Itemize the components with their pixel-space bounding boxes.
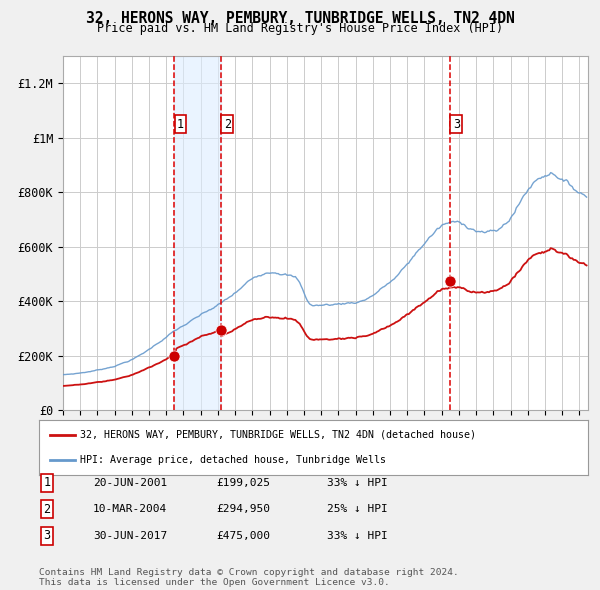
Text: 25% ↓ HPI: 25% ↓ HPI	[327, 504, 388, 514]
Text: 32, HERONS WAY, PEMBURY, TUNBRIDGE WELLS, TN2 4DN: 32, HERONS WAY, PEMBURY, TUNBRIDGE WELLS…	[86, 11, 514, 25]
Text: 2: 2	[43, 503, 50, 516]
Text: £199,025: £199,025	[216, 478, 270, 487]
Bar	[175, 56, 221, 410]
Text: £475,000: £475,000	[216, 531, 270, 540]
Text: 32, HERONS WAY, PEMBURY, TUNBRIDGE WELLS, TN2 4DN (detached house): 32, HERONS WAY, PEMBURY, TUNBRIDGE WELLS…	[80, 430, 476, 440]
Text: 3: 3	[43, 529, 50, 542]
Text: HPI: Average price, detached house, Tunbridge Wells: HPI: Average price, detached house, Tunb…	[80, 455, 386, 465]
Text: 10-MAR-2004: 10-MAR-2004	[93, 504, 167, 514]
Text: 33% ↓ HPI: 33% ↓ HPI	[327, 531, 388, 540]
Text: Contains HM Land Registry data © Crown copyright and database right 2024.
This d: Contains HM Land Registry data © Crown c…	[39, 568, 459, 587]
Text: 3: 3	[453, 117, 460, 130]
Text: £294,950: £294,950	[216, 504, 270, 514]
Text: 20-JUN-2001: 20-JUN-2001	[93, 478, 167, 487]
Text: 1: 1	[43, 476, 50, 489]
Text: 33% ↓ HPI: 33% ↓ HPI	[327, 478, 388, 487]
Text: 2: 2	[224, 117, 231, 130]
Text: 30-JUN-2017: 30-JUN-2017	[93, 531, 167, 540]
Text: 1: 1	[177, 117, 184, 130]
Text: Price paid vs. HM Land Registry's House Price Index (HPI): Price paid vs. HM Land Registry's House …	[97, 22, 503, 35]
